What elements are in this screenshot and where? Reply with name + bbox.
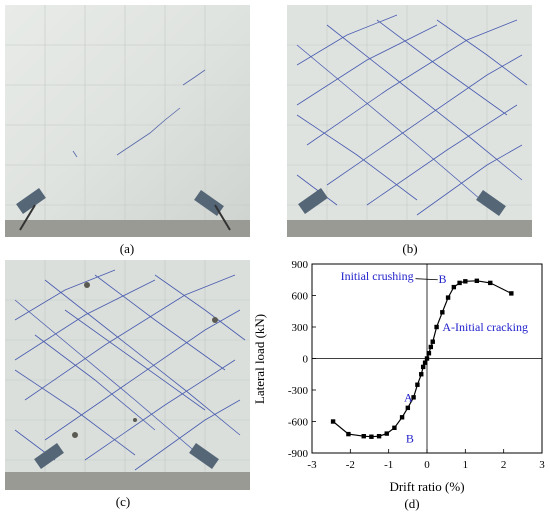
y-axis-label: Lateral load (kN)	[252, 314, 267, 404]
data-point	[419, 372, 424, 377]
annotation-label: B	[439, 272, 447, 286]
annotation-label: B	[406, 431, 414, 445]
data-point	[420, 364, 426, 370]
data-point	[463, 279, 468, 284]
data-point	[440, 310, 445, 315]
wall-photo-a	[5, 5, 250, 237]
caption-c: (c)	[115, 494, 131, 509]
y-tick-label: 900	[292, 259, 309, 271]
x-tick-label: 0	[424, 459, 430, 471]
y-tick-label: -600	[288, 417, 309, 429]
x-tick-label: 1	[463, 459, 469, 471]
wall-photo-b	[287, 5, 532, 237]
data-point	[451, 284, 457, 290]
caption-d: (d)	[404, 496, 420, 511]
data-point	[422, 360, 428, 365]
data-point	[411, 395, 416, 400]
sensor-left	[16, 188, 46, 231]
x-tick-label: 3	[539, 459, 545, 471]
data-point	[509, 291, 514, 296]
data-point	[434, 324, 439, 330]
y-tick-label: -300	[288, 385, 309, 397]
data-point	[346, 431, 351, 437]
wall-photo-c	[5, 260, 250, 490]
data-point	[430, 339, 435, 344]
data-point	[474, 278, 480, 283]
x-tick-label: -3	[307, 459, 317, 471]
y-tick-label: 300	[292, 322, 309, 334]
annotation-label: A	[404, 390, 413, 404]
data-point	[361, 434, 366, 439]
caption-a: (a)	[119, 241, 135, 256]
y-tick-label: -900	[288, 448, 309, 460]
data-point	[384, 431, 389, 436]
data-point	[392, 425, 397, 430]
y-tick-label: 600	[292, 291, 309, 303]
annotation-label: A-Initial cracking	[442, 320, 528, 334]
data-point	[457, 280, 462, 286]
x-tick-label: -2	[346, 459, 355, 471]
annotation-leader	[415, 278, 438, 281]
load-drift-chart: -3 -2 -1 0 1 2 3 -900 -600 -300 0 300 600 900 Initial…	[252, 259, 545, 494]
y-tick-label: 0	[303, 354, 309, 366]
x-axis-label: Drift ratio (%)	[389, 479, 464, 494]
x-tick-label: -1	[384, 459, 393, 471]
data-point	[405, 405, 411, 411]
caption-b: (b)	[402, 241, 418, 256]
data-point	[426, 351, 432, 356]
data-point	[369, 434, 374, 439]
data-point	[376, 434, 382, 439]
data-point	[428, 344, 434, 350]
data-point	[488, 280, 493, 286]
sensor-right	[194, 190, 231, 231]
x-tick-label: 2	[501, 459, 507, 471]
data-point	[424, 356, 430, 361]
data-point	[399, 415, 405, 420]
photo-panel-a	[5, 5, 250, 237]
data-point	[415, 382, 420, 387]
data-point	[445, 295, 451, 300]
photo-panel-c	[5, 260, 250, 490]
photo-panel-b	[287, 5, 532, 237]
annotation-label: Initial crushing	[341, 269, 414, 283]
data-point	[330, 419, 336, 424]
